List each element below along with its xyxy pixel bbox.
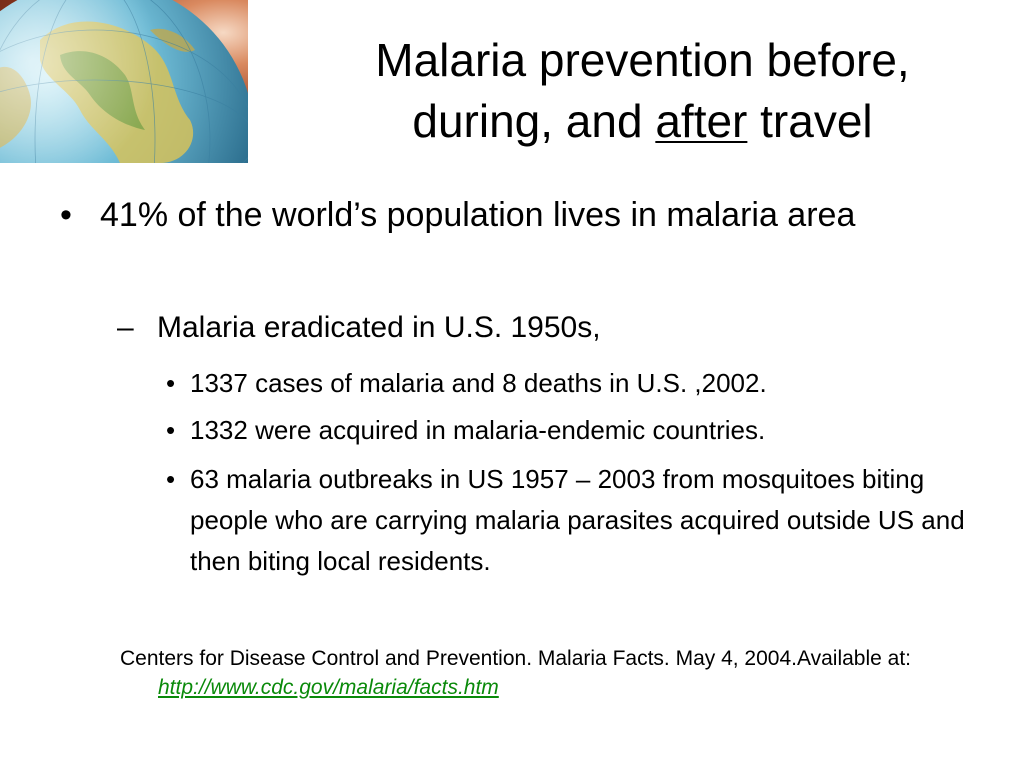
dash-marker: – bbox=[117, 311, 134, 344]
detail-item: • 63 malaria outbreaks in US 1957 – 2003… bbox=[166, 459, 980, 582]
slide-title: Malaria prevention before, during, and a… bbox=[270, 30, 1015, 152]
citation-link[interactable]: http://www.cdc.gov/malaria/facts.htm bbox=[158, 676, 499, 699]
title-line-2-end: travel bbox=[747, 95, 873, 147]
detail-item: • 1337 cases of malaria and 8 deaths in … bbox=[166, 363, 980, 404]
detail-text: 1337 cases of malaria and 8 deaths in U.… bbox=[190, 368, 767, 398]
detail-text: 63 malaria outbreaks in US 1957 – 2003 f… bbox=[190, 464, 965, 576]
title-line-1: Malaria prevention before, bbox=[375, 34, 910, 86]
citation: Centers for Disease Control and Preventi… bbox=[120, 644, 938, 702]
bullet-sub: – Malaria eradicated in U.S. 1950s, bbox=[117, 308, 917, 348]
bullet-marker: • bbox=[166, 368, 176, 398]
bullet-marker: • bbox=[60, 196, 72, 234]
globe-icon bbox=[0, 0, 248, 163]
bullet-marker: • bbox=[166, 464, 176, 494]
globe-image bbox=[0, 0, 248, 163]
title-emphasis-after: after bbox=[655, 95, 748, 147]
bullet-sub-text: Malaria eradicated in U.S. 1950s, bbox=[157, 311, 601, 344]
bullet-marker: • bbox=[166, 415, 176, 445]
detail-text: 1332 were acquired in malaria-endemic co… bbox=[190, 415, 766, 445]
detail-item: • 1332 were acquired in malaria-endemic … bbox=[166, 410, 980, 451]
bullet-main: • 41% of the world’s population lives in… bbox=[60, 192, 900, 238]
title-line-2-start: during, and bbox=[412, 95, 656, 147]
bullet-main-text: 41% of the world’s population lives in m… bbox=[100, 196, 856, 234]
citation-text: Centers for Disease Control and Preventi… bbox=[120, 647, 912, 670]
